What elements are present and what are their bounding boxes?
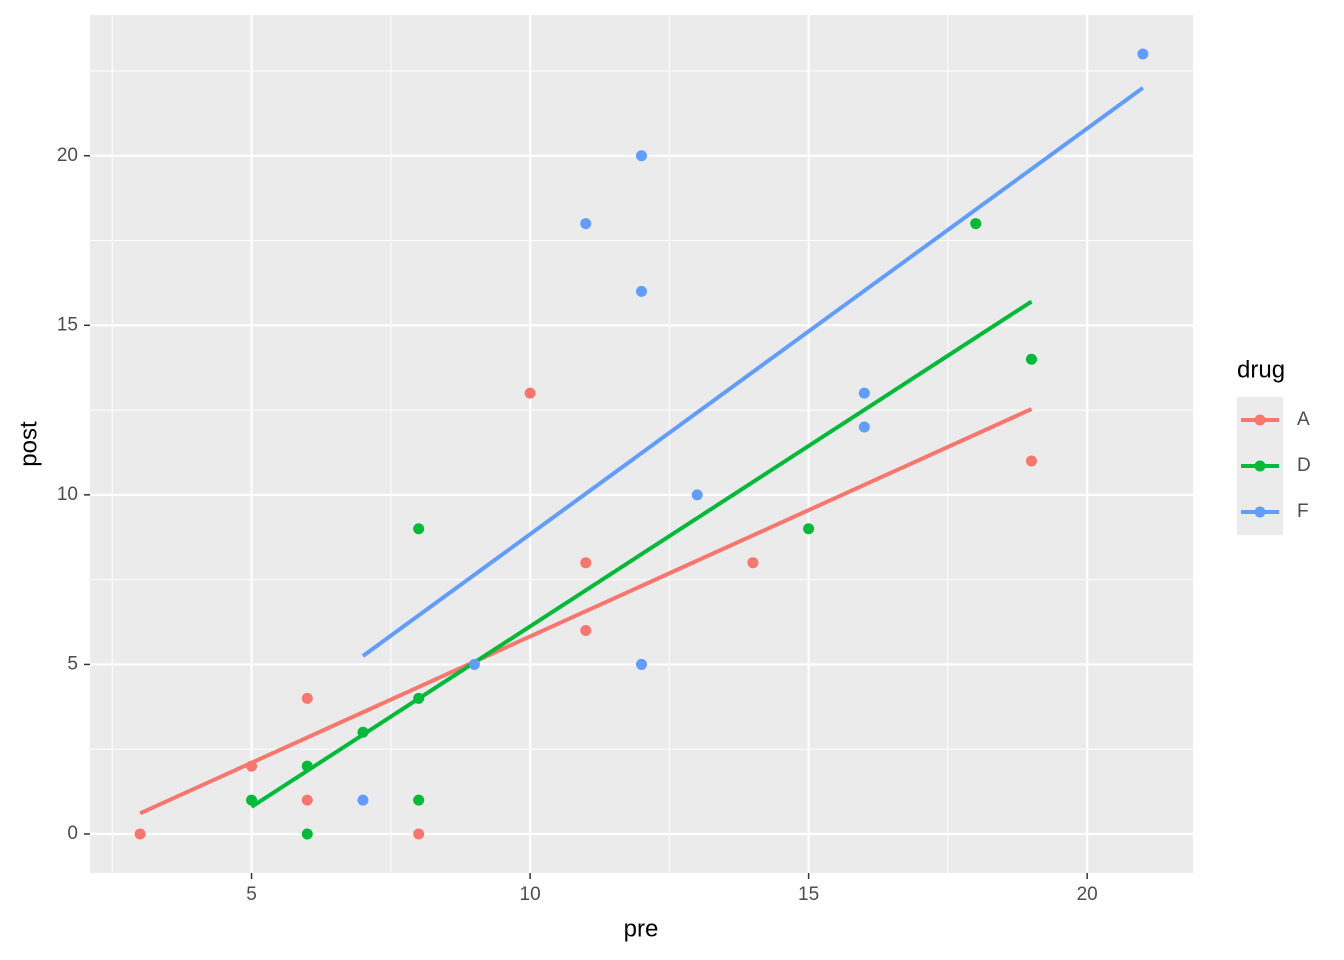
point [803, 523, 815, 535]
y-tick-label: 5 [67, 653, 78, 674]
point [1025, 353, 1037, 365]
point [1025, 455, 1037, 467]
point [524, 387, 536, 399]
point [468, 658, 480, 670]
point [301, 794, 313, 806]
x-tick-label: 20 [1077, 884, 1098, 905]
point [636, 285, 647, 297]
panel [90, 15, 1193, 873]
y-tick-label: 20 [57, 145, 78, 166]
x-axis-label: pre [624, 915, 659, 942]
point [580, 625, 592, 637]
legend-point [1254, 460, 1266, 472]
point [636, 658, 647, 670]
point [1137, 48, 1149, 60]
point [747, 557, 759, 569]
fit-line [250, 299, 1033, 809]
point [413, 828, 425, 840]
legend-label: A [1297, 409, 1310, 430]
point [357, 794, 369, 806]
y-tick-label: 15 [57, 314, 78, 335]
point [301, 828, 313, 840]
legend-point [1254, 506, 1266, 518]
point [636, 150, 647, 162]
point [413, 794, 425, 806]
point [858, 387, 870, 399]
y-tick-label: 10 [57, 484, 78, 505]
point [413, 523, 425, 535]
point [970, 218, 982, 230]
x-tick-label: 5 [246, 884, 257, 905]
point [691, 489, 703, 501]
x-tick-label: 10 [520, 884, 541, 905]
fit-line [139, 407, 1033, 816]
point [580, 218, 592, 230]
legend-title: drug [1237, 356, 1285, 383]
point [301, 692, 313, 704]
y-axis-label: post [15, 421, 42, 467]
x-tick-label: 15 [798, 884, 819, 905]
y-tick-label: 0 [67, 823, 78, 844]
legend-label: D [1297, 455, 1311, 476]
legend-point [1254, 414, 1266, 426]
point [134, 828, 146, 840]
point [580, 557, 592, 569]
point [858, 421, 870, 433]
legend-label: F [1297, 501, 1309, 522]
fit-line [361, 86, 1145, 658]
